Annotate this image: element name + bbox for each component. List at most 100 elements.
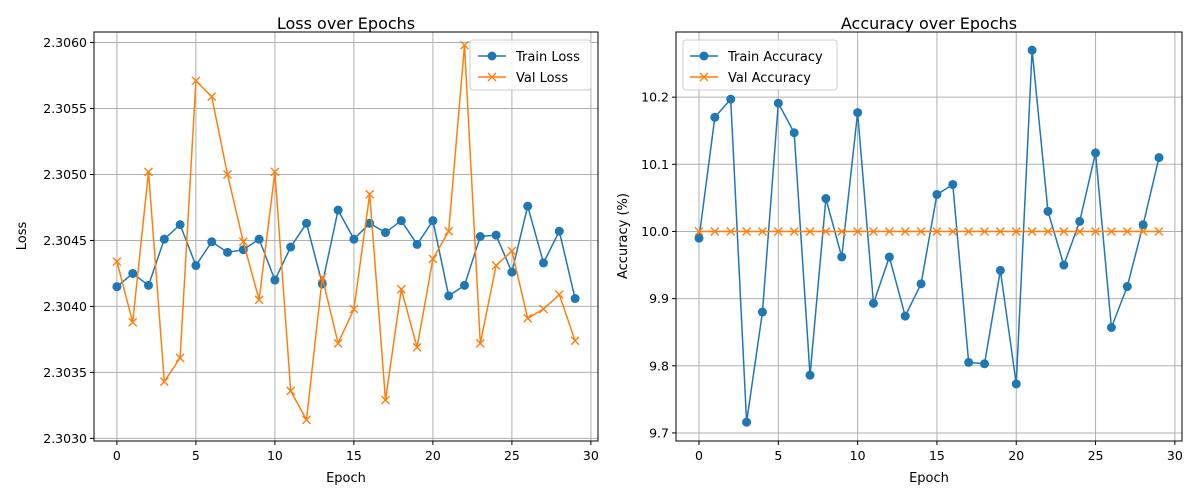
train-accuracy-point <box>868 298 878 308</box>
accuracy-ticks: 0 5 10 15 20 25 30 9.7 9.8 9.9 10.0 10.1 10.2 <box>641 90 1183 463</box>
val-loss-point <box>570 336 580 346</box>
train-accuracy-point <box>932 190 942 200</box>
val-loss-point <box>381 395 390 405</box>
val-accuracy-point <box>1154 226 1164 236</box>
val-loss-point <box>428 254 438 264</box>
train-loss-point <box>459 280 469 290</box>
accuracy-y-tick-label: 9.9 <box>649 291 669 306</box>
train-loss-point <box>191 261 201 271</box>
val-accuracy-point <box>1091 226 1101 236</box>
train-accuracy-point <box>726 94 736 104</box>
loss-x-axis-label: Epoch <box>326 471 366 486</box>
train-accuracy-point <box>916 279 926 289</box>
val-loss-point <box>175 353 185 363</box>
accuracy-chart-title: Accuracy over Epochs <box>841 14 1017 33</box>
loss-x-tick-label: 5 <box>192 448 200 463</box>
loss-y-tick-label: 2.3030 <box>43 431 87 446</box>
loss-y-tick-label: 2.3055 <box>43 101 87 116</box>
legend-val-accuracy-label: Val Accuracy <box>728 71 811 86</box>
val-loss-point <box>412 342 422 352</box>
train-loss-point <box>570 294 580 304</box>
loss-x-tick-label: 20 <box>425 448 441 463</box>
loss-series <box>112 40 580 425</box>
train-accuracy-point <box>1043 206 1053 216</box>
train-accuracy-point <box>1122 282 1132 292</box>
train-accuracy-point <box>1011 379 1021 389</box>
train-loss-point <box>491 230 501 240</box>
train-accuracy-point <box>964 357 974 367</box>
val-loss-point <box>396 284 406 294</box>
val-loss-point <box>128 317 138 327</box>
loss-y-axis-label: Loss <box>15 222 30 251</box>
train-loss-point <box>254 234 264 244</box>
val-accuracy-point <box>995 226 1005 236</box>
val-loss-point <box>254 295 264 305</box>
accuracy-grid <box>676 32 1182 441</box>
accuracy-series <box>694 45 1164 427</box>
train-loss-point <box>523 201 533 211</box>
val-accuracy-point <box>980 226 990 236</box>
train-loss-point <box>349 234 359 244</box>
train-accuracy-point <box>1138 220 1148 230</box>
loss-x-tick-label: 15 <box>346 448 362 463</box>
val-loss-point <box>460 40 469 50</box>
accuracy-x-tick-label: 10 <box>850 448 866 463</box>
train-loss-point <box>333 205 343 215</box>
loss-x-tick-label: 10 <box>267 448 283 463</box>
train-accuracy-point <box>837 252 847 262</box>
val-loss-point <box>144 167 154 177</box>
val-loss-point <box>207 92 217 102</box>
train-loss-line <box>116 205 576 299</box>
val-accuracy-point <box>710 226 720 236</box>
loss-grid <box>94 32 598 441</box>
val-loss-point <box>538 304 548 314</box>
loss-y-tick-label: 2.3060 <box>43 35 87 50</box>
val-accuracy-point <box>757 226 767 236</box>
train-accuracy-point <box>710 112 720 122</box>
legend-train-loss-marker <box>487 51 497 61</box>
val-loss-point <box>523 313 533 323</box>
train-loss-point <box>428 216 438 226</box>
val-accuracy-point <box>948 226 958 236</box>
train-loss-point <box>444 291 454 301</box>
loss-y-tick-label: 2.3035 <box>43 365 87 380</box>
val-accuracy-point <box>694 226 704 236</box>
val-loss-point <box>349 304 359 314</box>
train-loss-point <box>270 275 280 285</box>
train-loss-point <box>175 220 185 230</box>
val-accuracy-point <box>916 226 926 236</box>
accuracy-x-tick-label: 0 <box>695 448 703 463</box>
legend-train-loss-label: Train Loss <box>515 50 580 65</box>
val-loss-point <box>238 237 248 247</box>
val-loss-point <box>333 338 343 348</box>
val-loss-point <box>270 167 280 177</box>
accuracy-y-tick-label: 9.7 <box>649 425 669 440</box>
val-accuracy-point <box>726 226 736 236</box>
val-loss-point <box>191 76 201 86</box>
loss-y-tick-label: 2.3050 <box>43 167 87 182</box>
val-accuracy-point <box>789 226 799 236</box>
accuracy-x-tick-label: 15 <box>929 448 945 463</box>
val-accuracy-point <box>1011 226 1021 236</box>
accuracy-y-axis-label: Accuracy (%) <box>616 193 631 279</box>
train-accuracy-point <box>1154 153 1164 163</box>
accuracy-y-tick-label: 10.2 <box>641 90 669 105</box>
val-accuracy-point <box>1138 226 1148 236</box>
train-loss-point <box>475 232 485 241</box>
legend-val-accuracy-marker <box>699 72 709 82</box>
val-accuracy-point <box>1043 226 1053 236</box>
val-loss-point <box>286 386 296 396</box>
accuracy-y-tick-label: 10.1 <box>641 157 669 172</box>
val-accuracy-point <box>773 226 783 236</box>
val-accuracy-point <box>868 226 878 236</box>
val-accuracy-point <box>964 226 974 236</box>
val-loss-point <box>475 338 485 348</box>
train-loss-point <box>554 226 564 236</box>
accuracy-chart: Accuracy over Epochs Epoch Accuracy (%) … <box>616 14 1183 486</box>
accuracy-legend-box <box>682 39 838 91</box>
train-loss-point <box>412 239 422 249</box>
loss-y-tick-label: 2.3040 <box>43 299 87 314</box>
val-accuracy-point <box>1027 226 1037 236</box>
val-accuracy-point <box>853 226 863 236</box>
loss-legend: Train Loss Val Loss <box>469 39 592 91</box>
